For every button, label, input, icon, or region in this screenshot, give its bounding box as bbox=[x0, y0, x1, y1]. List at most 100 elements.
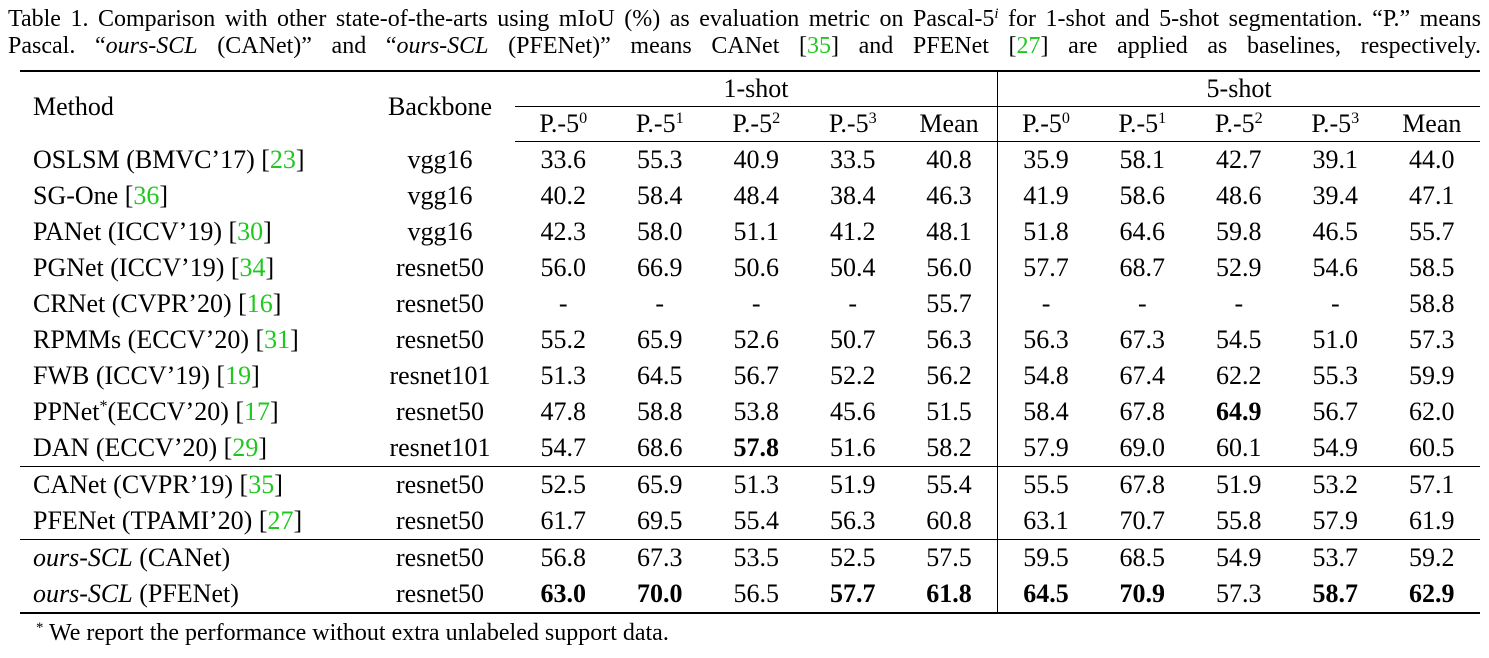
text-segment: (CANet) bbox=[132, 543, 231, 572]
value-cell: 62.0 bbox=[1409, 397, 1455, 426]
value-cell: 57.7 bbox=[997, 250, 1095, 286]
text-segment: 3 bbox=[1351, 110, 1360, 128]
text-segment: PFENet (TPAMI’20) [ bbox=[33, 506, 268, 535]
column-header: Mean bbox=[1383, 106, 1481, 142]
method-cell: ours-SCL (CANet) bbox=[20, 539, 365, 576]
method-cell: PFENet (TPAMI’20) [27] bbox=[20, 503, 365, 540]
value-cell: 69.0 bbox=[1119, 433, 1166, 462]
value-cell: 51.0 bbox=[1312, 325, 1359, 354]
text-segment: DAN (ECCV’20) [ bbox=[33, 433, 233, 462]
text-segment: Mean bbox=[919, 109, 979, 138]
value-cell: 63.1 bbox=[997, 503, 1095, 540]
backbone-cell: resnet50 bbox=[395, 289, 485, 318]
citation: 30 bbox=[237, 217, 264, 246]
table-row: ours-SCL (PFENet) resnet50 63.0 70.0 56.5 57.… bbox=[20, 576, 1481, 614]
value-cell: 40.8 bbox=[926, 145, 972, 174]
method-cell: DAN (ECCV’20) [29] bbox=[20, 430, 365, 467]
value-cell: 64.5 bbox=[997, 576, 1095, 614]
value-cell: 66.9 bbox=[637, 253, 683, 282]
backbone-cell: vgg16 bbox=[407, 144, 473, 174]
value-cell: 50.7 bbox=[830, 325, 876, 354]
value-cell: - bbox=[848, 289, 858, 318]
value-cell: 52.5 bbox=[804, 539, 901, 576]
backbone-cell: resnet50 bbox=[365, 466, 515, 503]
group-header: 5-shot bbox=[997, 70, 1481, 107]
text-segment: OSLSM (BMVC’17) [ bbox=[33, 144, 270, 174]
text-segment: P.-5 bbox=[1214, 109, 1255, 138]
value-cell: 53.8 bbox=[733, 397, 780, 426]
value-cell: 57.5 bbox=[901, 539, 998, 576]
value-cell: 70.7 bbox=[1119, 506, 1166, 535]
citation: 31 bbox=[264, 325, 291, 354]
header-cell: Method bbox=[20, 70, 365, 142]
value-cell: 57.9 bbox=[1312, 506, 1359, 535]
value-cell: 57.1 bbox=[1383, 466, 1481, 503]
citation: 17 bbox=[244, 397, 271, 426]
value-cell: 64.9 bbox=[1216, 397, 1262, 426]
table-row: PFENet (TPAMI’20) [27] resnet50 61.7 69.5 55… bbox=[20, 503, 1480, 540]
table-row: ours-SCL (CANet) resnet50 56.8 67.3 53.5 52.5… bbox=[20, 539, 1481, 576]
method-cell: PANet (ICCV’19) [30] bbox=[20, 214, 365, 250]
text-segment: SG-One [ bbox=[33, 181, 134, 210]
method-cell: FWB (ICCV’19) [19] bbox=[20, 358, 365, 394]
text-segment: P.-5 bbox=[635, 109, 676, 138]
value-cell: 58.0 bbox=[637, 217, 683, 246]
value-cell: 51.9 bbox=[804, 466, 901, 503]
value-cell: 56.3 bbox=[997, 322, 1095, 358]
table-row: CRNet (CVPR’20) [16] resnet50- - - -55.7- - - -… bbox=[20, 286, 1480, 322]
text-segment: ] bbox=[251, 361, 260, 390]
text-segment: PPNet bbox=[33, 397, 100, 426]
column-header: P.-53 bbox=[1287, 106, 1384, 142]
value-cell: 38.4 bbox=[830, 181, 876, 210]
text-segment: ] bbox=[293, 506, 303, 535]
text-segment: * bbox=[99, 398, 108, 416]
text-segment: P.-5 bbox=[539, 109, 580, 138]
text-segment: 0 bbox=[579, 110, 588, 128]
text-segment: ours-SCL bbox=[33, 579, 133, 608]
text-segment: for 1-shot and 5-shot segmentation. “P.”… bbox=[8, 6, 1481, 59]
value-cell: 67.8 bbox=[1119, 397, 1166, 426]
value-cell: 53.2 bbox=[1287, 466, 1384, 503]
value-cell: 54.9 bbox=[1312, 433, 1359, 462]
value-cell: 63.0 bbox=[515, 576, 612, 614]
value-cell: 47.8 bbox=[540, 397, 587, 426]
column-header: P.-51 bbox=[611, 106, 708, 142]
value-cell: 67.4 bbox=[1119, 361, 1166, 390]
value-cell: 39.1 bbox=[1312, 145, 1359, 174]
value-cell: 51.9 bbox=[1190, 466, 1288, 503]
value-cell: 55.4 bbox=[901, 466, 998, 503]
text-segment: We report the performance without extra … bbox=[43, 620, 669, 646]
value-cell: 58.1 bbox=[1119, 145, 1166, 174]
method-cell: CRNet (CVPR’20) [16] bbox=[20, 286, 365, 322]
value-cell: 61.7 bbox=[540, 506, 587, 535]
value-cell: 56.7 bbox=[1312, 397, 1359, 426]
value-cell: 33.6 bbox=[540, 145, 587, 174]
value-cell: 56.7 bbox=[733, 361, 780, 390]
backbone-cell: vgg16 bbox=[407, 181, 473, 210]
value-cell: 54.6 bbox=[1312, 253, 1359, 282]
text-segment: 1 bbox=[1158, 110, 1167, 128]
text-segment: ] and PFENet [ bbox=[831, 33, 1017, 59]
value-cell: 64.6 bbox=[1119, 217, 1166, 246]
value-cell: 55.7 bbox=[926, 289, 972, 318]
value-cell: 51.3 bbox=[540, 361, 587, 390]
value-cell: - bbox=[997, 286, 1095, 322]
value-cell: 48.4 bbox=[733, 181, 780, 210]
value-cell: 55.7 bbox=[1409, 217, 1455, 246]
text-segment: * bbox=[36, 619, 44, 636]
value-cell: 58.8 bbox=[637, 397, 683, 426]
method-cell: ours-SCL (PFENet) bbox=[20, 576, 365, 614]
value-cell: 64.5 bbox=[637, 361, 683, 390]
value-cell: 56.3 bbox=[830, 506, 876, 535]
value-cell: 59.2 bbox=[1383, 539, 1481, 576]
citation: 29 bbox=[232, 433, 259, 462]
value-cell: 44.0 bbox=[1409, 145, 1455, 174]
value-cell: 58.4 bbox=[997, 394, 1095, 430]
value-cell: 55.4 bbox=[733, 506, 780, 535]
header-cell: Backbone bbox=[365, 70, 515, 142]
value-cell: 35.9 bbox=[997, 141, 1095, 178]
value-cell: 33.5 bbox=[830, 145, 876, 174]
value-cell: 50.6 bbox=[733, 253, 780, 282]
text-segment: ] bbox=[295, 144, 305, 174]
backbone-cell: resnet101 bbox=[389, 361, 491, 390]
